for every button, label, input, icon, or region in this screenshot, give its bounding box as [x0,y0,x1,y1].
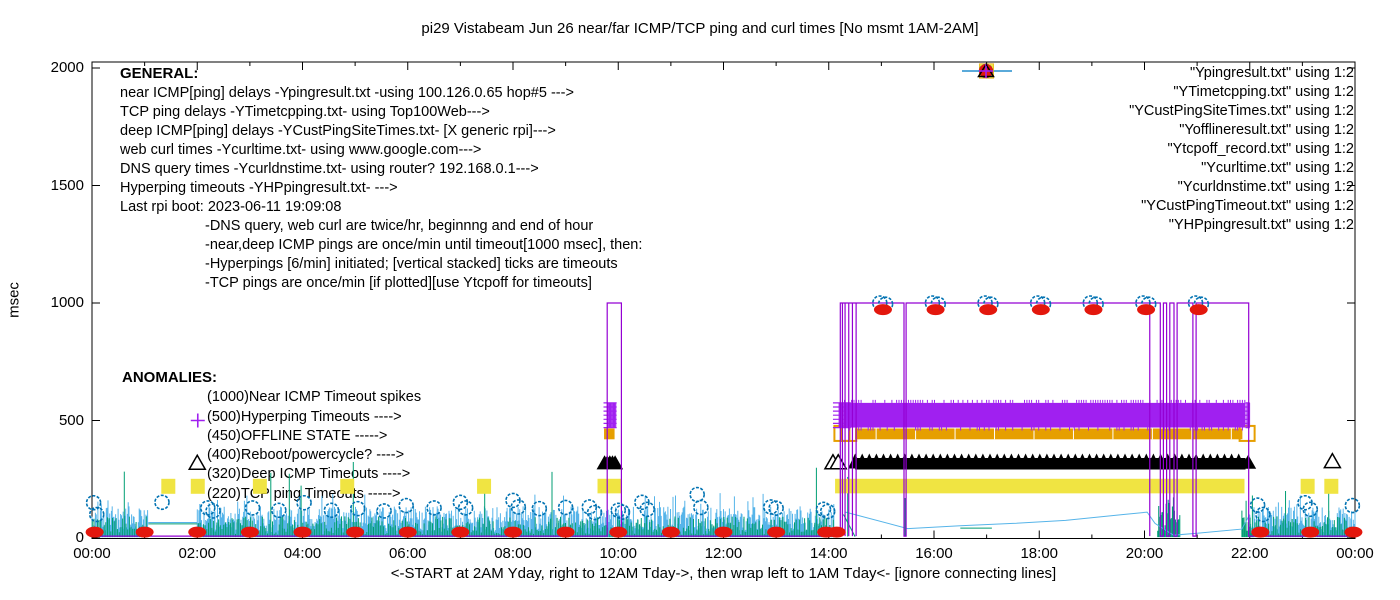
x-tick-label: 02:00 [178,545,217,562]
legend-label: "Ycurldnstime.txt" using 1:2 [1177,178,1354,195]
text-line: (450)OFFLINE STATE -----> [207,427,388,444]
y-tick-label: 1000 [50,294,84,311]
y-tick-label: 0 [75,529,84,546]
text-line: (1000)Near ICMP Timeout spikes [207,389,422,406]
plus-icon [979,64,993,78]
chart-title: pi29 Vistabeam Jun 26 near/far ICMP/TCP … [421,20,979,37]
legend-label: "Ycurltime.txt" using 1:2 [1201,159,1354,176]
x-tick-label: 10:00 [599,545,638,562]
general-heading: GENERAL: [120,65,199,82]
legend-label: "Ytcpoff_record.txt" using 1:2 [1167,140,1354,157]
x-tick-label: 16:00 [915,545,953,562]
text-line: (400)Reboot/powercycle? ----> [207,447,405,464]
y-tick-label: 2000 [50,59,84,76]
latency-noise-layer [91,462,1356,538]
hyperping-band [190,399,1251,431]
text-line: near ICMP[ping] delays -Ypingresult.txt … [120,85,574,101]
general-notes-block: GENERAL: near ICMP[ping] delays -Ypingre… [120,64,642,293]
cust-ping-timeout-band [187,452,1342,471]
dns-time-points [85,304,1363,538]
anomaly-lines: (1000)Near ICMP Timeout spikes (500)Hyper… [207,388,421,504]
x-tick-label: 14:00 [809,545,848,562]
legend-label: "YHPpingresult.txt" using 1:2 [1168,216,1354,233]
text-line: DNS query times -Ycurldnstime.txt- using… [120,161,539,177]
general-indented-notes: -DNS query, web curl are twice/hr, begin… [205,217,642,293]
text-line: deep ICMP[ping] delays -YCustPingSiteTim… [120,123,556,139]
text-line: -TCP pings are once/min [if plotted][use… [205,275,592,291]
text-line: -Hyperpings [6/min] initiated; [vertical… [205,256,618,272]
legend-label: "YTimetcpping.txt" using 1:2 [1173,83,1354,100]
x-tick-label: 22:00 [1230,545,1269,562]
general-lines: near ICMP[ping] delays -Ypingresult.txt … [120,84,642,217]
legend-label: "YCustPingTimeout.txt" using 1:2 [1141,197,1354,214]
x-tick-label: 18:00 [1020,545,1059,562]
text-line: -near,deep ICMP pings are once/min until… [205,237,643,253]
x-tick-label: 12:00 [704,545,743,562]
no-msmt-gap-lines [148,521,198,525]
x-tick-label: 00:00 [1336,545,1374,562]
anomalies-heading: ANOMALIES: [122,369,217,386]
y-tick-label: 1500 [50,176,84,194]
x-tick-label: 06:00 [388,545,427,562]
x-tick-label: 20:00 [1125,545,1164,562]
text-line: web curl times -Ycurltime.txt- using www… [120,142,482,158]
legend: "Ypingresult.txt" using 1:2 "YTimetcpping… [952,63,1354,234]
text-line: (320)Deep ICMP Timeouts ----> [207,466,411,483]
text-line: Last rpi boot: 2023-06-11 19:09:08 [120,199,342,215]
deep-icmp-anomaly-line [845,511,1251,536]
near-icmp-line [92,302,1355,537]
legend-item: "YHPpingresult.txt" using 1:2 [952,64,1354,234]
legend-label: "YCustPingSiteTimes.txt" using 1:2 [1129,102,1354,119]
x-axis-label: <-START at 2AM Yday, right to 12AM Tday-… [390,565,1057,582]
legend-label: "Yofflineresult.txt" using 1:2 [1179,121,1354,138]
text-line: -DNS query, web curl are twice/hr, begin… [205,218,594,234]
x-tick-label: 04:00 [283,545,322,562]
text-line: Hyperping timeouts -YHPpingresult.txt- -… [120,180,398,196]
text-line: (500)Hyperping Timeouts ----> [207,408,402,425]
text-line: TCP ping delays -YTimetcpping.txt- using… [120,104,490,120]
x-tick-label: 08:00 [494,545,532,562]
anomalies-block: ANOMALIES: (1000)Near ICMP Timeout spike… [122,368,421,504]
x-tick-label: 00:00 [73,545,111,562]
legend-label: "Ypingresult.txt" using 1:2 [1190,64,1354,81]
tcpoff-band [161,478,1339,494]
y-tick-label: 500 [58,411,84,429]
